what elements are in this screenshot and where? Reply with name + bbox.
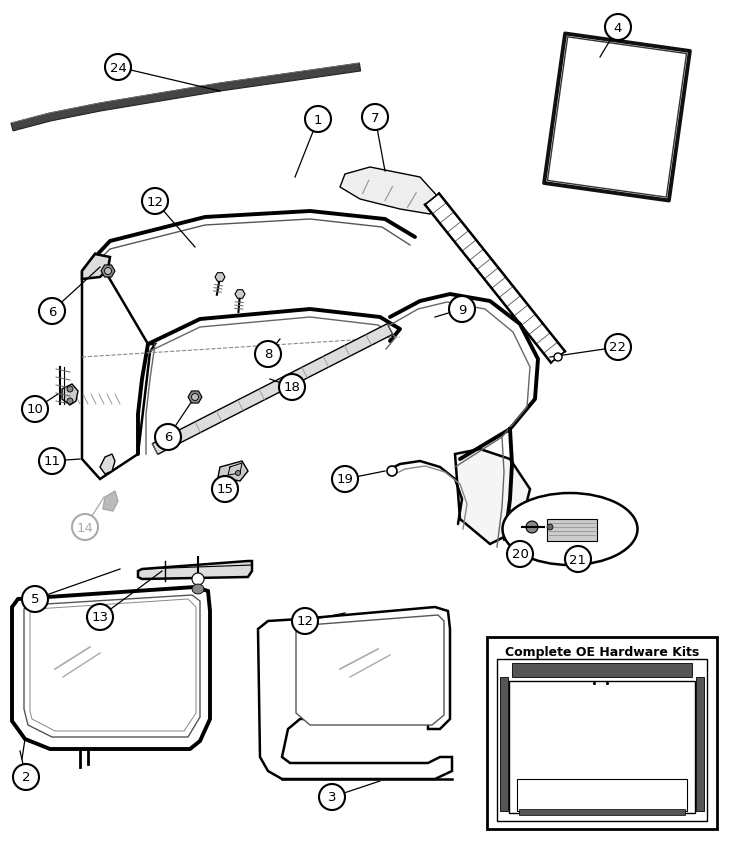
Text: 14: 14 <box>77 521 93 534</box>
Polygon shape <box>547 519 597 541</box>
Text: 9: 9 <box>458 303 466 316</box>
Circle shape <box>605 15 631 41</box>
Text: 1: 1 <box>314 113 322 127</box>
Circle shape <box>319 784 345 810</box>
Circle shape <box>332 467 358 492</box>
Text: 3: 3 <box>328 791 337 803</box>
Text: 20: 20 <box>512 548 529 560</box>
Polygon shape <box>340 168 440 214</box>
Text: 24: 24 <box>110 62 126 74</box>
Text: Complete OE Hardware Kits: Complete OE Hardware Kits <box>505 645 699 658</box>
Polygon shape <box>30 599 196 731</box>
Text: 21: 21 <box>569 553 586 565</box>
Text: 10: 10 <box>26 403 44 416</box>
Circle shape <box>87 604 113 630</box>
Circle shape <box>547 524 553 530</box>
Polygon shape <box>258 608 452 779</box>
Polygon shape <box>455 450 530 544</box>
Text: 18: 18 <box>283 381 301 394</box>
Bar <box>497 659 707 821</box>
Circle shape <box>192 573 204 585</box>
Text: 13: 13 <box>91 611 109 624</box>
Circle shape <box>22 587 48 612</box>
Text: 7: 7 <box>371 111 380 124</box>
Polygon shape <box>101 266 115 278</box>
Polygon shape <box>103 491 118 511</box>
Text: 11: 11 <box>44 455 61 468</box>
Circle shape <box>292 609 318 634</box>
Polygon shape <box>12 587 210 749</box>
Polygon shape <box>138 561 252 579</box>
Circle shape <box>255 342 281 368</box>
Polygon shape <box>192 584 204 594</box>
Text: 12: 12 <box>296 614 313 628</box>
Text: 6: 6 <box>47 306 56 318</box>
Polygon shape <box>82 255 155 479</box>
Bar <box>509 681 695 813</box>
Text: 4: 4 <box>614 21 622 35</box>
Circle shape <box>72 514 98 540</box>
Text: 8: 8 <box>264 348 272 361</box>
Polygon shape <box>82 255 110 279</box>
Bar <box>517 779 687 811</box>
Bar <box>487 637 717 829</box>
Polygon shape <box>296 615 444 725</box>
Circle shape <box>565 546 591 572</box>
Bar <box>500 677 508 811</box>
Circle shape <box>39 448 65 474</box>
Text: 15: 15 <box>217 483 234 496</box>
Circle shape <box>362 105 388 131</box>
Polygon shape <box>188 392 202 403</box>
Circle shape <box>236 471 240 476</box>
Bar <box>519 809 685 815</box>
Circle shape <box>105 55 131 81</box>
Text: 12: 12 <box>147 195 164 208</box>
Circle shape <box>605 334 631 360</box>
Circle shape <box>142 189 168 214</box>
Circle shape <box>449 296 475 322</box>
Circle shape <box>22 397 48 423</box>
Polygon shape <box>425 194 565 363</box>
Circle shape <box>191 394 199 401</box>
Circle shape <box>39 299 65 325</box>
Circle shape <box>305 107 331 133</box>
Polygon shape <box>153 324 393 455</box>
Text: 2: 2 <box>22 771 30 783</box>
Circle shape <box>67 387 73 392</box>
Bar <box>696 677 704 811</box>
Text: 22: 22 <box>610 341 626 354</box>
Polygon shape <box>215 273 225 282</box>
Circle shape <box>554 354 562 361</box>
Polygon shape <box>62 385 78 405</box>
Circle shape <box>67 398 73 404</box>
Ellipse shape <box>502 494 637 565</box>
Circle shape <box>526 522 538 533</box>
Polygon shape <box>100 454 115 474</box>
Polygon shape <box>24 595 200 737</box>
Circle shape <box>212 476 238 502</box>
Polygon shape <box>218 462 248 481</box>
Text: 19: 19 <box>337 473 353 486</box>
Polygon shape <box>235 290 245 299</box>
Circle shape <box>279 375 305 401</box>
Text: 6: 6 <box>164 431 172 444</box>
Text: 5: 5 <box>31 592 39 606</box>
Bar <box>512 663 692 677</box>
Circle shape <box>104 268 112 275</box>
Polygon shape <box>11 64 361 132</box>
Circle shape <box>13 764 39 790</box>
Circle shape <box>507 541 533 567</box>
Circle shape <box>387 467 397 476</box>
Circle shape <box>155 425 181 451</box>
